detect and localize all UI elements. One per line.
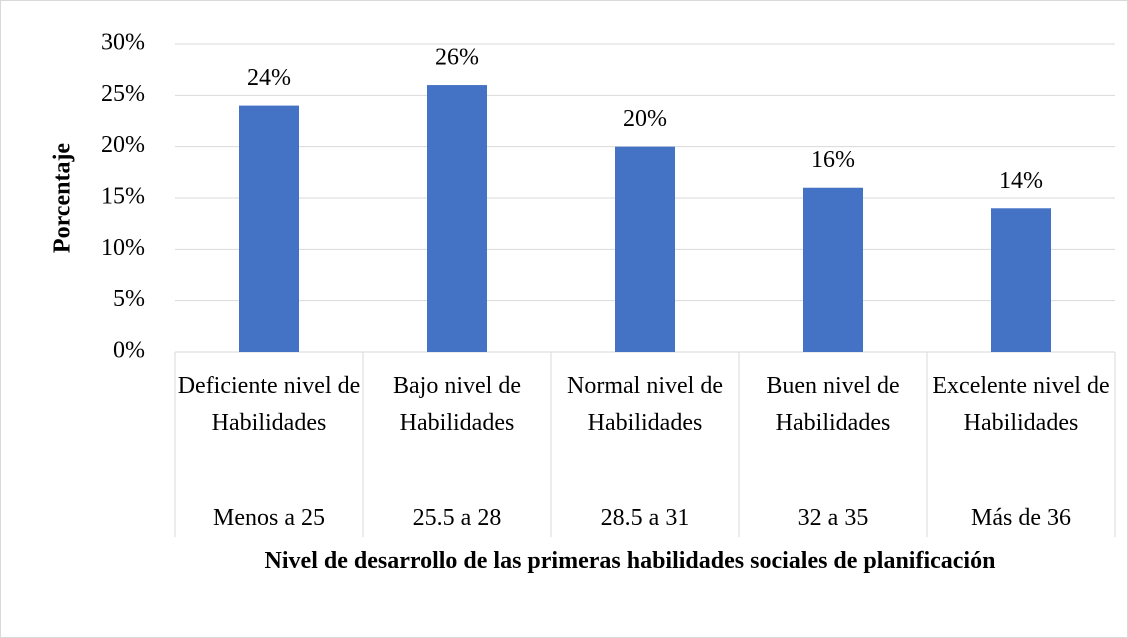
x-tick-label: Normal nivel de Habilidades — [567, 373, 723, 436]
y-tick-label: 20% — [101, 132, 145, 158]
x-tick-label: Buen nivel de Habilidades — [766, 373, 900, 436]
bar — [615, 146, 675, 352]
x-range-label: Menos a 25 — [213, 505, 325, 531]
y-tick-label: 15% — [101, 184, 145, 210]
data-label: 16% — [811, 147, 855, 173]
bar — [427, 85, 487, 353]
bar — [991, 208, 1051, 352]
x-range-label: 25.5 a 28 — [412, 505, 502, 531]
x-range-label: 32 a 35 — [797, 505, 869, 531]
x-axis-title: Nivel de desarrollo de las primeras habi… — [264, 548, 996, 574]
x-range-label: 28.5 a 31 — [600, 505, 690, 531]
data-label: 24% — [247, 65, 291, 91]
y-tick-label: 30% — [101, 30, 145, 56]
data-label: 20% — [623, 106, 667, 132]
x-range-label: Más de 36 — [971, 505, 1071, 531]
bar — [239, 105, 299, 352]
data-label: 14% — [999, 168, 1043, 194]
y-tick-label: 25% — [101, 81, 145, 107]
data-label: 26% — [435, 45, 479, 71]
x-tick-label: Bajo nivel de Habilidades — [393, 373, 521, 436]
x-tick-label: Excelente nivel de Habilidades — [932, 373, 1110, 436]
x-tick-label: Deficiente nivel de Habilidades — [177, 373, 361, 436]
y-tick-label: 10% — [101, 235, 145, 261]
y-tick-label: 5% — [113, 286, 145, 312]
bar — [803, 187, 863, 352]
y-axis-title: Porcentaje — [50, 143, 76, 254]
y-tick-label: 0% — [113, 338, 145, 364]
